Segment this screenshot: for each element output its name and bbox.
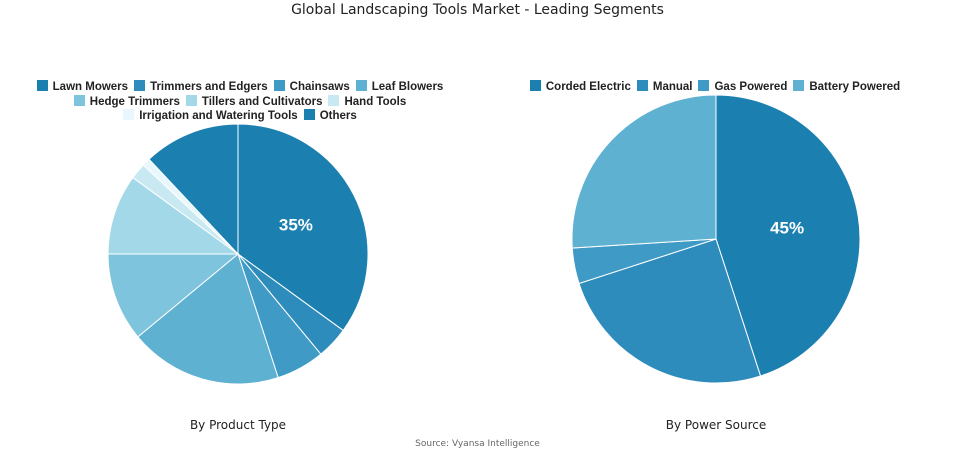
- legend-item-others: Others: [303, 109, 357, 124]
- legend-swatch: [73, 94, 85, 106]
- legend-swatch: [698, 80, 710, 91]
- legend-item-chainsaws: Chainsaws: [273, 80, 350, 95]
- legend-label: Others: [319, 110, 357, 122]
- legend-label: Irrigation and Watering Tools: [139, 110, 298, 122]
- legend-item-hedge-trimmers: Hedge Trimmers: [73, 94, 180, 110]
- legend-swatch: [185, 94, 197, 106]
- pie-slice-tillers-and-cultivators: [107, 176, 240, 255]
- legend-swatch: [134, 80, 146, 91]
- legend-label: Chainsaws: [289, 81, 350, 93]
- product-type-caption: By Product Type: [189, 418, 287, 432]
- legend-label: Manual: [652, 81, 693, 93]
- product-type-pie: 35%: [107, 123, 369, 385]
- legend-item-leaf-blowers: Leaf Blowers: [355, 80, 444, 95]
- slice-percent-label: 35%: [279, 215, 313, 234]
- legend-swatch: [636, 80, 648, 91]
- power-source-caption: By Power Source: [665, 418, 767, 432]
- legend-label: Battery Powered: [809, 81, 901, 93]
- legend-label: Leaf Blowers: [371, 81, 444, 93]
- source-note: Source: Vyansa Intelligence: [415, 439, 540, 449]
- legend-item-trimmers-and-edgers: Trimmers and Edgers: [134, 80, 268, 95]
- legend-item-hand-tools: Hand Tools: [328, 94, 407, 110]
- pie-slice-lawn-mowers: [237, 123, 369, 332]
- chart-title: Global Landscaping Tools Market - Leadin…: [291, 2, 664, 18]
- power-source-pie: 45%: [571, 94, 861, 384]
- legend-swatch: [36, 80, 48, 91]
- legend-item-manual: Manual: [636, 80, 693, 95]
- pie-slice-others: [148, 123, 239, 256]
- pie-slice-leaf-blowers: [137, 253, 279, 385]
- legend-item-gas-powered: Gas Powered: [698, 80, 787, 95]
- legend-label: Corded Electric: [545, 81, 631, 93]
- legend-swatch: [529, 80, 541, 91]
- legend-label: Lawn Mowers: [52, 81, 129, 93]
- legend-label: Hand Tools: [344, 95, 407, 108]
- legend-swatch: [328, 94, 340, 106]
- legend-item-tillers-and-cultivators: Tillers and Cultivators: [185, 94, 323, 110]
- legend-item-corded-electric: Corded Electric: [529, 80, 631, 95]
- legend-swatch: [273, 80, 285, 91]
- legend-swatch: [793, 80, 805, 91]
- legend-swatch: [123, 109, 135, 120]
- pie-slice-corded-electric: [715, 94, 861, 377]
- power-source-legend: Corded Electric Manual Gas Powered Battery …: [510, 80, 920, 95]
- legend-item-lawn-mowers: Lawn Mowers: [36, 80, 129, 95]
- legend-label: Hedge Trimmers: [89, 95, 180, 108]
- legend-item-irrigation-and-watering-tools: Irrigation and Watering Tools: [123, 109, 298, 124]
- product-type-legend: Lawn Mowers Trimmers and Edgers Chainsaws L…: [30, 80, 450, 124]
- slice-percent-label: 45%: [770, 219, 804, 238]
- legend-swatch: [355, 80, 367, 91]
- legend-item-battery-powered: Battery Powered: [793, 80, 900, 95]
- legend-label: Tillers and Cultivators: [201, 95, 323, 108]
- pie-slice-hedge-trimmers: [107, 253, 240, 338]
- legend-label: Gas Powered: [714, 81, 788, 93]
- pie-slice-battery-powered: [571, 94, 717, 249]
- legend-swatch: [303, 109, 315, 120]
- legend-label: Trimmers and Edgers: [150, 81, 268, 93]
- pie-slice-manual: [578, 238, 762, 384]
